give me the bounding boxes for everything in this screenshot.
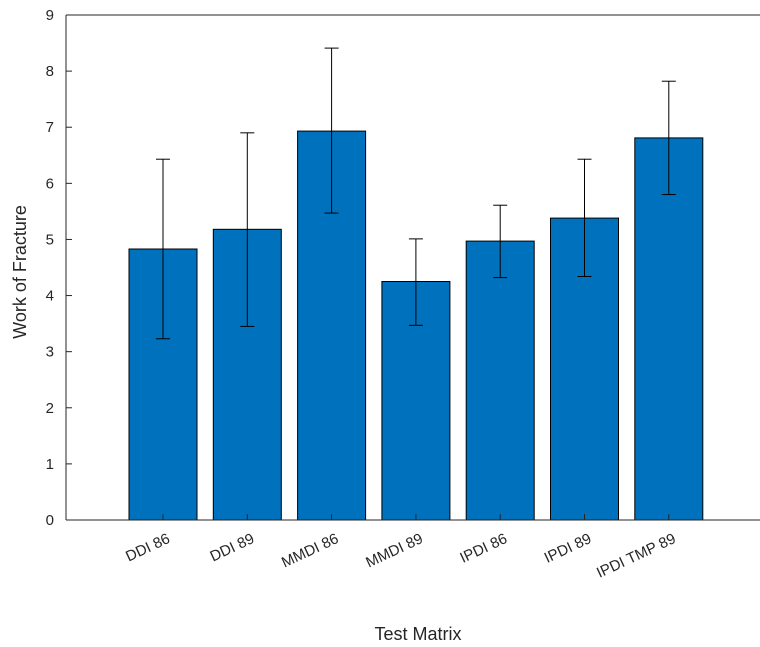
x-ticks-group: DDI 86 DDI 89 MMDI 86 MMDI 89 IPDI 86 IPDI 89…	[123, 514, 678, 582]
y-tick-label: 0	[46, 512, 54, 529]
y-tick-label: 8	[46, 63, 54, 80]
y-ticks-group: 0 1 2 3 4 5 6 7 8 9	[46, 7, 72, 529]
y-tick-label: 1	[46, 456, 54, 473]
x-tick-label: MMDI 86	[279, 530, 341, 571]
bar	[465, 240, 535, 521]
x-tick-label: MMDI 89	[363, 530, 425, 571]
error-bars-group	[156, 47, 676, 340]
x-tick-label: IPDI TMP 89	[594, 530, 679, 581]
bars-group	[128, 130, 704, 521]
x-axis-label: Test Matrix	[374, 624, 461, 644]
bar	[634, 137, 704, 521]
x-tick-label: IPDI 86	[457, 530, 510, 567]
y-tick-label: 7	[46, 119, 54, 136]
y-tick-label: 2	[46, 400, 54, 417]
y-tick-label: 5	[46, 231, 54, 248]
y-tick-label: 3	[46, 344, 54, 361]
x-tick-label: DDI 89	[207, 530, 256, 565]
axes-group	[65, 14, 760, 521]
y-tick-label: 6	[46, 175, 54, 192]
x-tick-label: DDI 86	[123, 530, 172, 565]
x-tick-label: IPDI 89	[542, 530, 595, 567]
y-axis-label: Work of Fracture	[10, 205, 30, 339]
y-tick-label: 4	[46, 288, 54, 305]
y-tick-label: 9	[46, 7, 54, 24]
